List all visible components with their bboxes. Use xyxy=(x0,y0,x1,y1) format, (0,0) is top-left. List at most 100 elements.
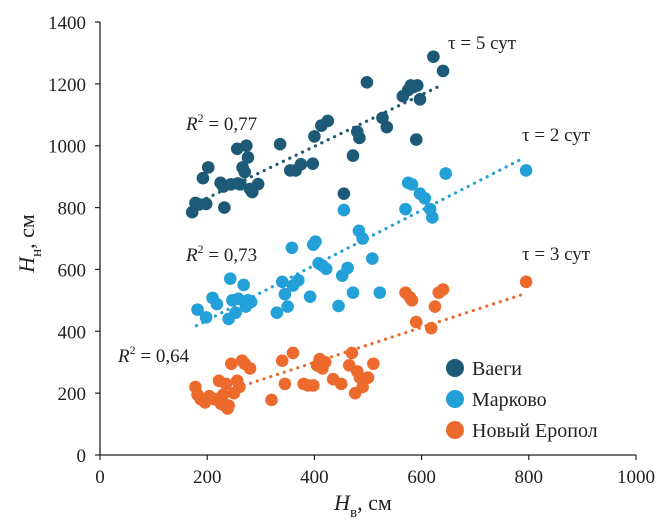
y-tick-label: 1000 xyxy=(48,137,86,158)
tau-annotation: τ = 3 сут xyxy=(522,244,591,265)
data-point xyxy=(337,187,351,200)
x-tick-label: 400 xyxy=(300,467,329,488)
y-axis-unit: , см xyxy=(14,214,39,249)
y-axis-symbol: H xyxy=(14,256,39,274)
y-axis-subscript: н xyxy=(29,249,45,257)
data-point xyxy=(308,130,321,143)
data-point xyxy=(519,275,533,289)
data-point xyxy=(332,299,345,313)
data-point xyxy=(367,357,380,371)
data-point xyxy=(292,273,305,287)
trendline-2 xyxy=(194,292,526,403)
data-point xyxy=(216,388,230,401)
y-tick-label: 400 xyxy=(58,322,87,343)
data-point xyxy=(307,379,320,392)
r2-annotation: R2 = 0,64 xyxy=(117,343,190,367)
data-point xyxy=(285,241,299,255)
x-tick-label: 800 xyxy=(515,467,544,488)
data-point xyxy=(241,151,255,164)
y-axis-title: Hн, см xyxy=(14,214,45,274)
legend-marker xyxy=(446,421,464,439)
data-point xyxy=(341,261,354,275)
data-point xyxy=(356,380,369,394)
data-point xyxy=(223,272,237,286)
data-point xyxy=(219,377,233,391)
data-point xyxy=(373,286,387,299)
trendline-0 xyxy=(192,85,440,207)
data-point xyxy=(337,203,351,217)
y-tick-label: 1400 xyxy=(48,13,86,34)
data-point xyxy=(210,297,224,311)
data-point xyxy=(281,300,294,313)
x-axis-symbol: H xyxy=(333,490,351,515)
data-point xyxy=(303,290,317,303)
data-point xyxy=(346,149,360,162)
data-point xyxy=(294,157,308,171)
data-point xyxy=(356,232,369,245)
data-point xyxy=(321,114,335,128)
y-tick-label: 200 xyxy=(58,384,87,405)
data-point xyxy=(240,139,253,153)
data-point xyxy=(413,93,427,106)
x-axis-unit: , см xyxy=(357,490,392,515)
r2-annotation: R2 = 0,77 xyxy=(185,111,257,135)
data-point xyxy=(409,315,423,329)
tau-annotation: τ = 5 сут xyxy=(448,33,517,54)
data-point xyxy=(309,235,322,248)
data-point xyxy=(199,311,213,324)
x-tick-label: 200 xyxy=(193,467,222,488)
data-point xyxy=(270,306,284,320)
y-tick-label: 800 xyxy=(58,199,87,220)
data-point xyxy=(409,133,423,146)
data-point xyxy=(275,275,289,289)
data-point xyxy=(334,377,348,391)
data-point xyxy=(426,211,439,224)
data-point xyxy=(233,380,246,394)
data-point xyxy=(380,120,394,134)
data-point xyxy=(237,278,250,292)
data-point xyxy=(365,252,379,265)
data-point xyxy=(191,303,204,316)
legend-label: Новый Еропол xyxy=(472,420,598,442)
data-point xyxy=(199,197,213,211)
x-tick-label: 0 xyxy=(95,467,105,488)
axes xyxy=(99,22,636,456)
legend-marker xyxy=(446,390,464,408)
y-tick-label: 600 xyxy=(58,260,87,281)
data-point xyxy=(411,79,424,92)
legend-label: Ваеги xyxy=(472,358,522,380)
x-tick-labels: 0 200 400 600 800 1000 xyxy=(95,455,655,488)
data-point xyxy=(251,177,265,191)
data-point xyxy=(360,76,374,89)
x-axis-subscript: в xyxy=(350,505,357,521)
data-point xyxy=(318,355,332,369)
y-tick-label: 1200 xyxy=(48,75,86,96)
data-point xyxy=(234,178,247,191)
data-point xyxy=(519,164,533,177)
data-point xyxy=(265,393,278,407)
data-point xyxy=(229,306,242,320)
legend-marker xyxy=(446,359,464,377)
data-point xyxy=(201,161,215,174)
r2-annotation: R2 = 0,73 xyxy=(185,242,257,266)
data-point xyxy=(244,295,258,309)
data-point xyxy=(278,287,292,301)
x-tick-label: 1000 xyxy=(617,467,655,488)
data-point xyxy=(436,64,450,78)
legend-label: Марково xyxy=(472,389,547,411)
data-point xyxy=(243,362,257,375)
data-point xyxy=(439,167,453,180)
data-point xyxy=(286,346,300,360)
data-point xyxy=(306,157,320,170)
data-point xyxy=(345,346,359,360)
x-tick-label: 600 xyxy=(407,467,436,488)
data-point xyxy=(436,283,450,296)
legend: Ваеги Марково Новый Еропол xyxy=(446,358,598,442)
data-point xyxy=(346,286,360,299)
data-points xyxy=(185,50,533,415)
y-tick-labels: 0 200 400 600 800 1000 1200 1400 xyxy=(48,13,100,467)
annotations: R2 = 0,77 τ = 5 сут R2 = 0,73 τ = 2 сут R2 =… xyxy=(117,33,591,367)
y-tick-label: 0 xyxy=(77,446,87,467)
data-point xyxy=(196,171,210,185)
